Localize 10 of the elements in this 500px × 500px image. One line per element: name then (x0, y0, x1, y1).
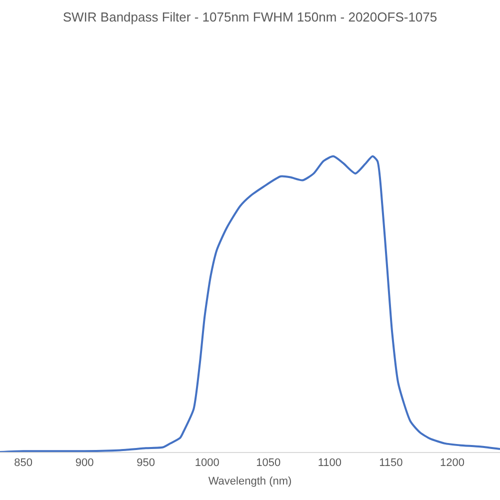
x-tick-label: 950 (136, 457, 156, 470)
x-tick-label: 850 (14, 457, 32, 470)
x-tick-label: 1150 (379, 457, 403, 470)
x-tick-label: 900 (75, 457, 94, 470)
x-axis-title: Wavelength (nm) (208, 475, 292, 488)
x-tick-label: 1200 (440, 457, 464, 470)
chart-title: SWIR Bandpass Filter - 1075nm FWHM 150nm - 2020OFS-1075 (62, 10, 438, 25)
x-tick-label: 1100 (318, 457, 342, 470)
x-tick-label: 1000 (194, 457, 220, 470)
x-tick-label: 1050 (256, 457, 281, 470)
